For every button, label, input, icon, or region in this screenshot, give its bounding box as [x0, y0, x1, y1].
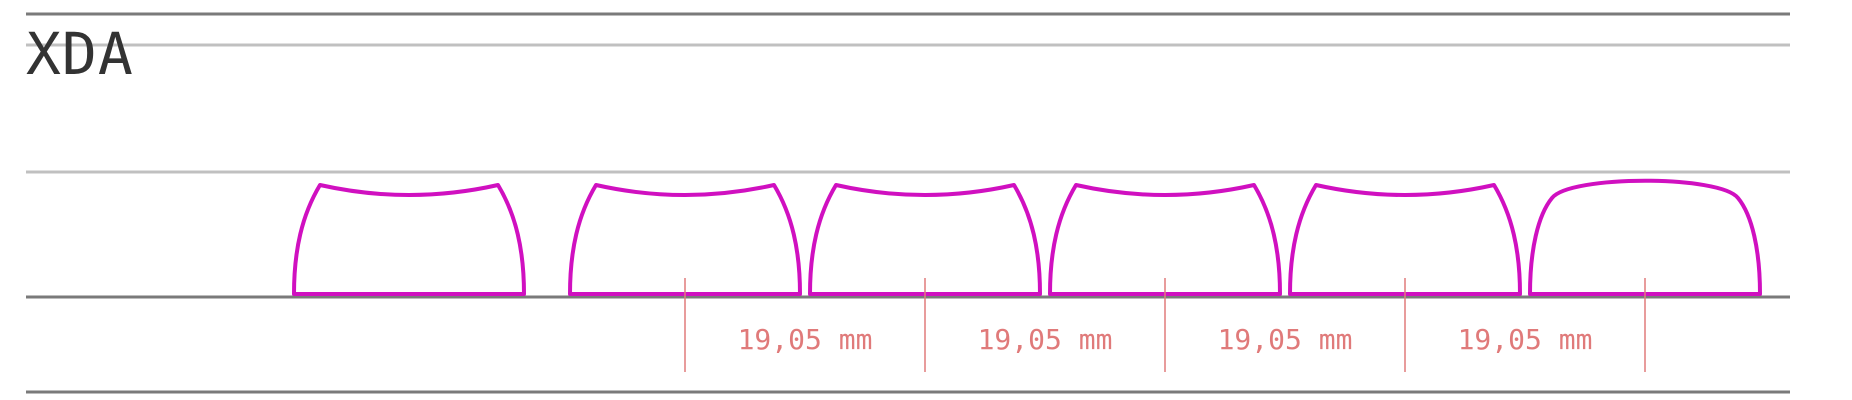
keycap-outline-5: [1288, 183, 1522, 296]
profile-title: XDA: [26, 20, 134, 88]
keycap-outline-4: [1048, 183, 1282, 296]
dimension-label-3: 19,05 mm: [1218, 323, 1353, 356]
keycaps-group: [292, 178, 1762, 296]
keycap-outline-3: [808, 183, 1042, 296]
keycap-outline-2: [568, 183, 802, 296]
keycap-outline-1: [292, 183, 526, 296]
dimension-label-2: 19,05 mm: [978, 323, 1113, 356]
dimension-label-1: 19,05 mm: [738, 323, 873, 356]
dimension-label-4: 19,05 mm: [1458, 323, 1593, 356]
keycap-outline-6: [1528, 178, 1762, 296]
dimensions-group: 19,05 mm 19,05 mm 19,05 mm 19,05 mm: [684, 278, 1646, 372]
